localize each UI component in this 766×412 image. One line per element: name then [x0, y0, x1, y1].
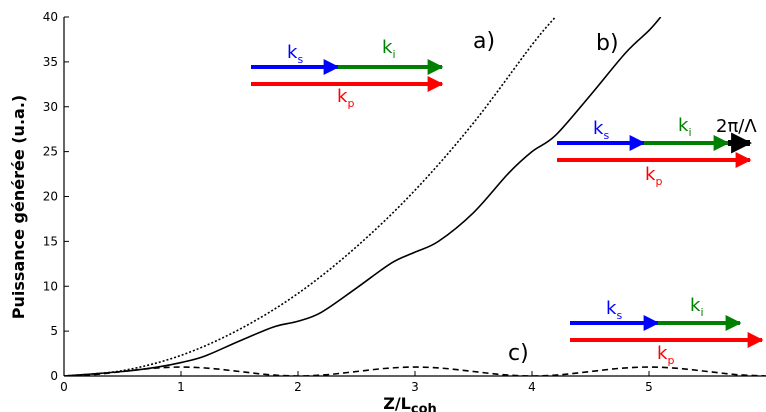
vector-label-ki-a: ki — [382, 37, 396, 61]
vector-label-grating-b: 2π/Λ — [716, 116, 757, 137]
curve-label-a: a) — [473, 29, 495, 54]
vector-label-ks-c: ks — [606, 298, 622, 322]
x-tick-label: 3 — [411, 380, 419, 394]
y-tick-label: 25 — [43, 145, 58, 159]
y-tick-label: 30 — [43, 100, 58, 114]
curve-label-c: c) — [508, 341, 529, 366]
x-axis-title-main: Z/L — [383, 394, 411, 412]
series-line-a — [64, 17, 557, 376]
vector-label-kp-b: kp — [645, 164, 662, 188]
y-tick-label: 0 — [50, 369, 58, 383]
x-axis-title-sub: coh — [411, 402, 437, 412]
vector-label-ks-b: ks — [593, 118, 609, 142]
axes: 0 1 2 3 4 5 0 5 10 15 20 25 30 35 40 — [43, 10, 766, 394]
x-axis-title: Z/Lcoh — [383, 394, 437, 412]
vector-diagram-c: ks ki kp — [570, 295, 764, 367]
y-axis-title: Puissance générée (u.a.) — [9, 95, 28, 319]
vector-label-ki-c: ki — [690, 295, 704, 319]
vector-label-ks-a: ks — [287, 42, 303, 66]
y-tick-label: 35 — [43, 55, 58, 69]
vector-label-ki-b: ki — [678, 115, 692, 139]
y-tick-label: 5 — [50, 324, 58, 338]
vector-label-kp-a: kp — [337, 86, 354, 110]
series-line-c — [64, 366, 766, 376]
y-tick-label: 20 — [43, 190, 58, 204]
y-tick-label: 40 — [43, 10, 58, 24]
vector-diagram-b: ks ki 2π/Λ kp — [557, 115, 757, 188]
vector-diagram-a: ks ki kp — [251, 37, 444, 110]
y-tick-label: 15 — [43, 234, 58, 248]
series-line-b — [64, 17, 662, 376]
curve-label-b: b) — [596, 31, 619, 56]
x-tick-label: 1 — [177, 380, 185, 394]
x-tick-label: 5 — [645, 380, 653, 394]
vector-label-kp-c: kp — [657, 343, 674, 367]
x-tick-label: 2 — [294, 380, 302, 394]
y-tick-label: 10 — [43, 279, 58, 293]
x-tick-label: 4 — [528, 380, 536, 394]
x-tick-label: 0 — [60, 380, 68, 394]
series-layer — [64, 17, 766, 376]
